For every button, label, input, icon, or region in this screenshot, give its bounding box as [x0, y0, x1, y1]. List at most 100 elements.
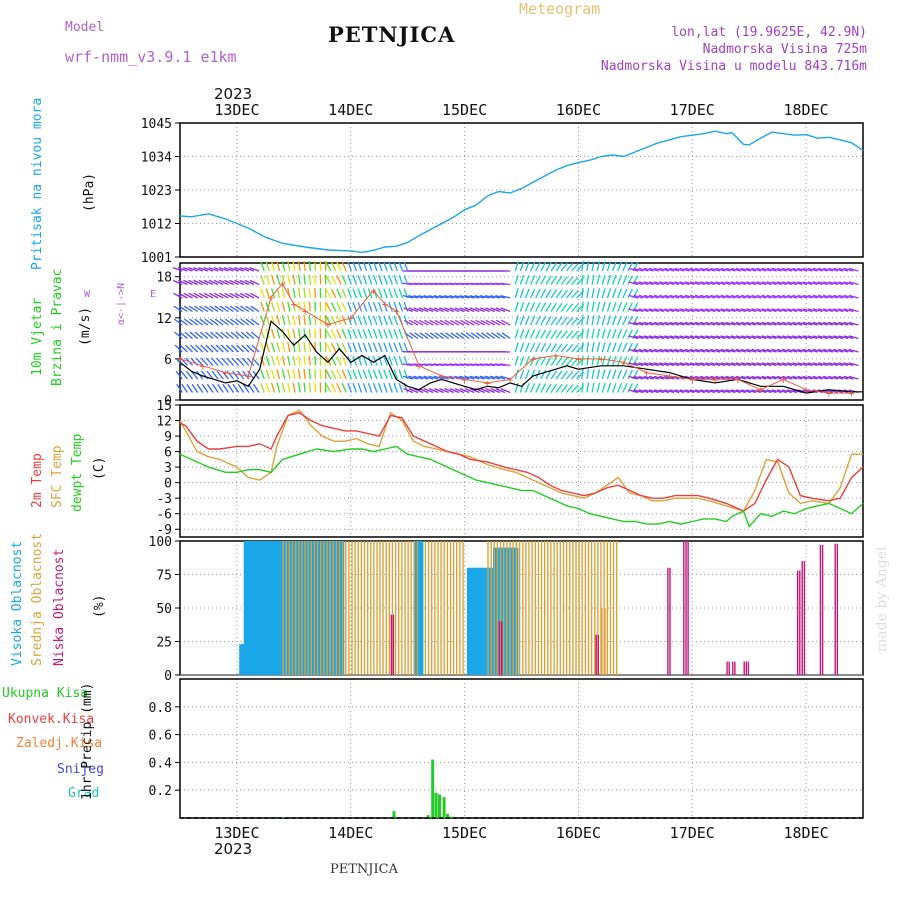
wind-arrow	[208, 266, 219, 272]
wind-arrow	[330, 261, 337, 272]
wind-arrow	[596, 288, 601, 299]
wind-arrow	[362, 301, 368, 312]
wind-arrow	[823, 348, 834, 353]
wind-arrow	[219, 292, 229, 299]
wind-arrow	[347, 342, 352, 353]
wind-arrow	[843, 335, 854, 340]
wind-arrow	[475, 332, 485, 340]
wind-arrow	[669, 321, 680, 326]
wind-arrow	[434, 388, 444, 394]
wind-arrow	[545, 302, 552, 312]
wind-arrow	[664, 348, 675, 353]
wind-arrow	[198, 292, 209, 299]
wind-arrow	[174, 344, 183, 353]
wind-arrow	[423, 388, 434, 394]
wind-arrow	[669, 348, 680, 353]
wind-arrow	[297, 315, 301, 326]
wind-arrow	[586, 287, 590, 299]
wind-arrow	[393, 315, 399, 326]
cloud-bar-high	[295, 541, 299, 675]
wind-arrow	[372, 261, 378, 272]
wind-arrow	[220, 344, 229, 353]
wind-arrow	[771, 308, 782, 313]
wind-arrow	[555, 370, 563, 380]
cloud-bar-high	[480, 567, 484, 675]
wind-arrow	[530, 275, 536, 285]
wind-arrow	[730, 308, 741, 313]
wind-arrow	[684, 267, 695, 272]
cloud-bar-mid	[515, 541, 518, 675]
wind-arrow	[314, 328, 317, 339]
wind-arrow	[398, 328, 404, 339]
wind-gust-line	[179, 282, 852, 394]
wind-arrow	[555, 356, 563, 366]
wind-arrow	[377, 261, 383, 272]
wind-arrow	[581, 355, 584, 366]
wind-arrow	[606, 301, 612, 312]
wind-arrow	[292, 274, 296, 285]
cloud-bar-low	[597, 634, 599, 675]
precip-legend-snow: Snijeg	[57, 762, 104, 777]
wind-arrow	[746, 321, 757, 326]
wind-arrow	[720, 267, 731, 272]
wind-arrow	[725, 335, 736, 340]
cloud-bar-mid	[509, 541, 511, 675]
wind-arrow	[628, 389, 639, 394]
wind-arrow	[638, 348, 649, 353]
wind-arrow	[633, 348, 644, 353]
wind-arrow	[812, 281, 823, 286]
wind-arrow	[601, 328, 606, 339]
wind-arrow	[812, 321, 823, 326]
wind-arrow	[581, 261, 584, 272]
wind-arrow	[756, 321, 767, 326]
wind-arrow	[761, 335, 772, 340]
wind-arrow	[643, 321, 654, 326]
wind-arrow	[586, 355, 590, 366]
wind-arrow	[797, 335, 808, 340]
cloud-bar-mid	[562, 541, 565, 675]
wind-arrow	[720, 375, 731, 380]
cloud-bar-mid	[490, 541, 492, 675]
wind-arrow	[362, 261, 368, 272]
wind-arrow	[782, 294, 793, 299]
wind-arrow	[694, 348, 705, 353]
wind-arrow	[372, 382, 378, 393]
wind-arrow	[628, 375, 639, 380]
y-tick-label: 0	[164, 394, 172, 409]
wind-arrow	[200, 344, 209, 353]
wind-arrow	[730, 321, 741, 326]
wind-arrow	[664, 294, 675, 299]
wind-arrow	[596, 315, 601, 326]
wind-arrow	[225, 318, 234, 326]
wind-arrow	[418, 294, 429, 299]
wind-arrow	[287, 315, 291, 326]
wind-arrow	[659, 335, 670, 340]
bottom-date-label: 15DEC	[442, 824, 487, 842]
wind-arrow	[648, 389, 659, 394]
gust-marker: +	[461, 373, 468, 386]
gust-marker: +	[803, 384, 810, 397]
wind-arrow	[217, 383, 224, 393]
wind-arrow	[433, 294, 444, 299]
wind-arrow	[550, 383, 558, 393]
cloud-bar-mid	[606, 541, 608, 675]
wind-arrow	[402, 294, 413, 299]
wind-arrow	[398, 261, 404, 272]
cloud-bar-mid	[301, 541, 303, 675]
wind-arrow	[377, 274, 383, 285]
cloud-bar-mid	[590, 541, 593, 675]
wind-arrow	[276, 382, 281, 393]
wind-arrow	[710, 348, 721, 353]
wind-arrow	[224, 305, 234, 313]
wind-arrow	[674, 362, 685, 367]
wind-arrow	[172, 279, 183, 286]
wind-arrow	[545, 262, 552, 272]
wind-arrow	[239, 292, 250, 299]
wind-arrow	[500, 375, 511, 380]
wind-arrow	[352, 274, 358, 285]
wind-arrow	[174, 331, 183, 339]
wind-arrow	[674, 348, 685, 353]
wind-arrow	[240, 305, 250, 313]
wind-arrow	[591, 382, 595, 393]
wind-arrow	[341, 383, 347, 393]
